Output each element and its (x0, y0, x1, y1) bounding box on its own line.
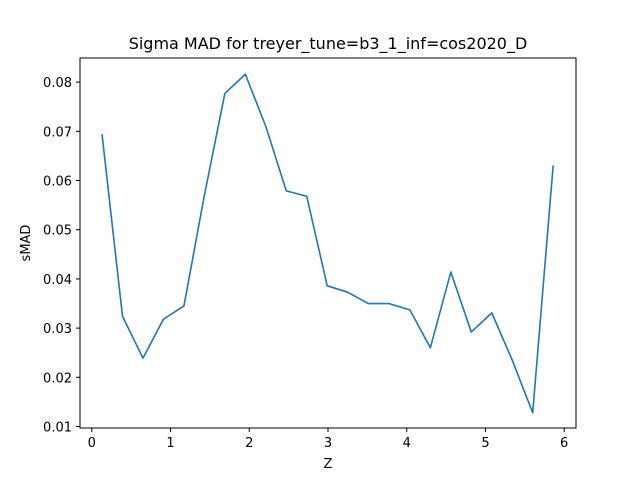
x-tick-label: 0 (88, 436, 96, 451)
x-axis: 0 1 2 3 4 5 6 (88, 428, 568, 451)
x-tick-label: 3 (324, 436, 332, 451)
y-tick-label: 0.05 (43, 224, 72, 239)
plot-area (80, 58, 576, 428)
x-tick-label: 4 (403, 436, 411, 451)
x-tick-label: 5 (481, 436, 489, 451)
y-axis-label: sMAD (19, 225, 34, 262)
y-axis: 0.01 0.02 0.03 0.04 0.05 0.06 0.07 0.08 (43, 76, 80, 436)
y-tick-label: 0.04 (43, 273, 72, 288)
y-tick-label: 0.01 (43, 421, 72, 436)
y-tick-label: 0.03 (43, 322, 72, 337)
x-tick-label: 2 (245, 436, 253, 451)
x-tick-label: 1 (166, 436, 174, 451)
series-line-0 (101, 73, 554, 414)
y-tick-label: 0.06 (43, 175, 72, 190)
x-tick-label: 6 (560, 436, 568, 451)
y-tick-label: 0.07 (43, 125, 72, 140)
x-axis-label: Z (324, 457, 333, 472)
y-tick-label: 0.02 (43, 371, 72, 386)
y-tick-label: 0.08 (43, 76, 72, 91)
chart-title: Sigma MAD for treyer_tune=b3_1_inf=cos20… (129, 34, 528, 54)
series-layer (101, 73, 554, 414)
